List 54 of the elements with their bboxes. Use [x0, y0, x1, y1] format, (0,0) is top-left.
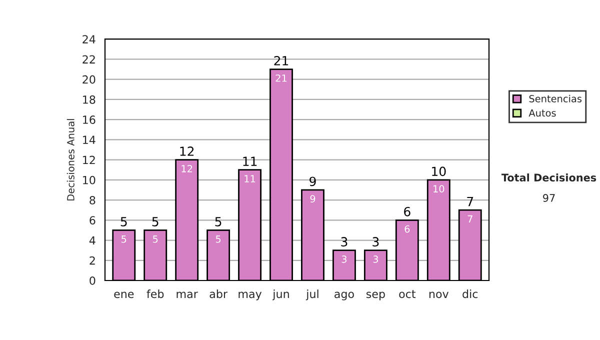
y-tick-label: 18 [83, 95, 96, 104]
x-tick-label: ene [114, 292, 134, 298]
x-tick-label: mar [176, 292, 198, 298]
x-tick-label: dic [462, 290, 478, 298]
data-label: 5 [153, 236, 158, 243]
y-tick-label: 8 [90, 196, 96, 204]
text: 97 [543, 194, 555, 202]
annotation: 3 [372, 237, 379, 247]
x-tick-label: may [238, 292, 262, 300]
data-label: 9 [310, 195, 316, 203]
annotation: 7 [467, 196, 474, 206]
x-tick-label: oct [399, 290, 416, 298]
annotation: 10 [432, 166, 446, 176]
x-tick-label: jun [272, 290, 289, 300]
data-label: 7 [468, 215, 472, 222]
data-label: 5 [122, 236, 126, 243]
annotation: 5 [120, 217, 127, 226]
x-tick-label: nov [429, 292, 449, 298]
data-label: 21 [276, 74, 287, 82]
x-tick-label: feb [146, 290, 164, 298]
text: Total Decisiones [501, 173, 596, 182]
annotation: 5 [215, 217, 222, 226]
y-tick-label: 14 [83, 136, 96, 144]
annotation: 3 [341, 237, 348, 247]
annotation: 12 [180, 146, 194, 156]
y-tick-label: 24 [82, 35, 96, 44]
y-tick-label: 16 [83, 116, 96, 124]
annotation: 11 [243, 156, 257, 166]
y-tick-label: 0 [90, 276, 96, 285]
data-label: 5 [216, 236, 221, 243]
y-tick-label: 12 [83, 156, 95, 164]
legend-label: Autos [528, 109, 556, 117]
data-label: 3 [342, 256, 347, 263]
data-label: 6 [404, 225, 410, 233]
x-tick-label: ago [334, 292, 354, 300]
annotation: 21 [274, 56, 288, 66]
y-tick-label: 6 [90, 216, 96, 225]
y-tick-label: 10 [83, 176, 96, 184]
annotation: 5 [152, 217, 158, 226]
annotation: 9 [310, 176, 316, 186]
data-label: 3 [373, 256, 378, 263]
x-tick-label: sep [366, 292, 385, 300]
annotation: 6 [404, 206, 410, 216]
data-label: 10 [434, 185, 444, 192]
y-axis-title: Decisiones Anual [66, 119, 74, 200]
y-tick-label: 20 [82, 75, 96, 84]
data-label: 12 [182, 164, 192, 172]
x-tick-label: jul [306, 290, 318, 300]
x-tick-label: abr [210, 290, 228, 298]
y-tick-label: 4 [89, 236, 96, 244]
legend-label: Sentencias [529, 94, 582, 102]
data-label: 11 [244, 175, 256, 182]
y-tick-label: 2 [90, 256, 95, 265]
y-tick-label: 22 [82, 55, 95, 64]
